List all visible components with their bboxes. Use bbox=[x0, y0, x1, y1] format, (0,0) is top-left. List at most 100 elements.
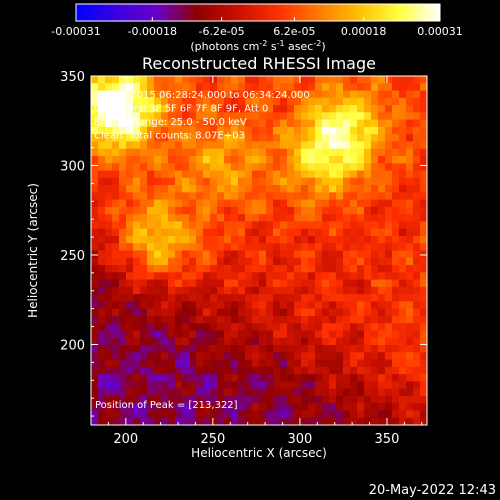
heatmap-cell bbox=[406, 170, 414, 179]
heatmap-cell bbox=[231, 221, 239, 230]
heatmap-cell bbox=[182, 141, 190, 150]
heatmap-cell bbox=[266, 366, 274, 375]
heatmap-cell bbox=[168, 192, 176, 201]
heatmap-cell bbox=[259, 388, 267, 397]
heatmap-cell bbox=[231, 286, 239, 295]
heatmap-cell bbox=[196, 243, 204, 252]
heatmap-cell bbox=[399, 90, 407, 99]
heatmap-cell bbox=[392, 83, 400, 92]
heatmap-cell bbox=[273, 170, 281, 179]
heatmap-cell bbox=[224, 337, 232, 346]
heatmap-cell bbox=[266, 177, 274, 186]
heatmap-cell bbox=[413, 308, 421, 317]
heatmap-cell bbox=[154, 352, 162, 361]
heatmap-cell bbox=[140, 301, 148, 310]
heatmap-cell bbox=[273, 192, 281, 201]
heatmap-cell bbox=[266, 359, 274, 368]
heatmap-cell bbox=[98, 155, 106, 164]
heatmap-cell bbox=[161, 148, 169, 157]
heatmap-cell bbox=[119, 134, 127, 143]
heatmap-cell bbox=[126, 337, 134, 346]
heatmap-cell bbox=[245, 185, 253, 193]
heatmap-cell bbox=[378, 97, 386, 106]
heatmap-cell bbox=[224, 388, 232, 397]
heatmap-cell bbox=[245, 214, 253, 223]
heatmap-cell bbox=[336, 279, 344, 288]
heatmap-cell bbox=[210, 315, 218, 324]
heatmap-cell bbox=[329, 134, 337, 143]
heatmap-cell bbox=[280, 330, 288, 339]
heatmap-cell bbox=[294, 381, 302, 390]
heatmap-cell bbox=[98, 83, 106, 92]
heatmap-cell bbox=[420, 272, 427, 281]
heatmap-cell bbox=[294, 395, 302, 404]
heatmap-cell bbox=[357, 76, 365, 84]
heatmap-cell bbox=[126, 155, 134, 164]
heatmap-cell bbox=[399, 301, 407, 310]
heatmap-cell bbox=[364, 330, 372, 339]
heatmap-cell bbox=[266, 243, 274, 252]
heatmap-image bbox=[91, 76, 427, 425]
heatmap-cell bbox=[308, 119, 316, 128]
heatmap-cell bbox=[245, 330, 253, 339]
heatmap-cell bbox=[259, 301, 267, 310]
heatmap-cell bbox=[315, 112, 323, 121]
heatmap-cell bbox=[343, 148, 351, 157]
heatmap-cell bbox=[378, 330, 386, 339]
heatmap-cell bbox=[301, 366, 309, 375]
heatmap-cell bbox=[350, 308, 358, 317]
heatmap-cell bbox=[112, 97, 120, 106]
heatmap-cell bbox=[231, 337, 239, 346]
heatmap-cell bbox=[280, 141, 288, 150]
heatmap-cell bbox=[259, 228, 267, 237]
heatmap-cell bbox=[175, 315, 183, 324]
heatmap-cell bbox=[343, 177, 351, 186]
heatmap-cell bbox=[182, 359, 190, 368]
heatmap-cell bbox=[161, 105, 169, 113]
heatmap-cell bbox=[287, 155, 295, 164]
heatmap-cell bbox=[133, 141, 141, 150]
heatmap-cell bbox=[413, 177, 421, 186]
heatmap-cell bbox=[238, 359, 246, 368]
heatmap-cell bbox=[147, 214, 155, 223]
heatmap-cell bbox=[182, 352, 190, 361]
heatmap-cell bbox=[385, 119, 393, 128]
heatmap-cell bbox=[420, 170, 427, 179]
heatmap-cell bbox=[343, 323, 351, 332]
heatmap-cell bbox=[392, 315, 400, 324]
heatmap-cell bbox=[252, 315, 260, 324]
heatmap-cell bbox=[308, 308, 316, 317]
heatmap-cell bbox=[385, 272, 393, 281]
heatmap-cell bbox=[259, 199, 267, 208]
heatmap-cell bbox=[343, 119, 351, 128]
heatmap-cell bbox=[217, 352, 225, 361]
heatmap-cell bbox=[140, 250, 148, 259]
heatmap-cell bbox=[371, 177, 379, 186]
heatmap-cell bbox=[336, 395, 344, 404]
heatmap-cell bbox=[175, 235, 183, 244]
heatmap-cell bbox=[287, 265, 295, 273]
heatmap-cell bbox=[91, 257, 99, 266]
heatmap-cell bbox=[182, 301, 190, 310]
heatmap-cell bbox=[224, 315, 232, 324]
heatmap-cell bbox=[420, 352, 427, 361]
heatmap-cell bbox=[105, 76, 113, 84]
heatmap-cell bbox=[273, 119, 281, 128]
heatmap-cell bbox=[315, 83, 323, 92]
heatmap-cell bbox=[126, 76, 134, 84]
heatmap-cell bbox=[224, 148, 232, 157]
heatmap-cell bbox=[420, 155, 427, 164]
heatmap-cell bbox=[238, 119, 246, 128]
heatmap-cell bbox=[273, 352, 281, 361]
heatmap-cell bbox=[189, 76, 197, 84]
heatmap-cell bbox=[98, 308, 106, 317]
y-tick-label: 300 bbox=[60, 159, 85, 174]
heatmap-cell bbox=[175, 221, 183, 230]
heatmap-cell bbox=[273, 214, 281, 223]
heatmap-cell bbox=[252, 410, 260, 419]
heatmap-cell bbox=[399, 272, 407, 281]
heatmap-cell bbox=[294, 366, 302, 375]
heatmap-cell bbox=[378, 221, 386, 230]
heatmap-cell bbox=[329, 403, 337, 412]
heatmap-cell bbox=[245, 286, 253, 295]
